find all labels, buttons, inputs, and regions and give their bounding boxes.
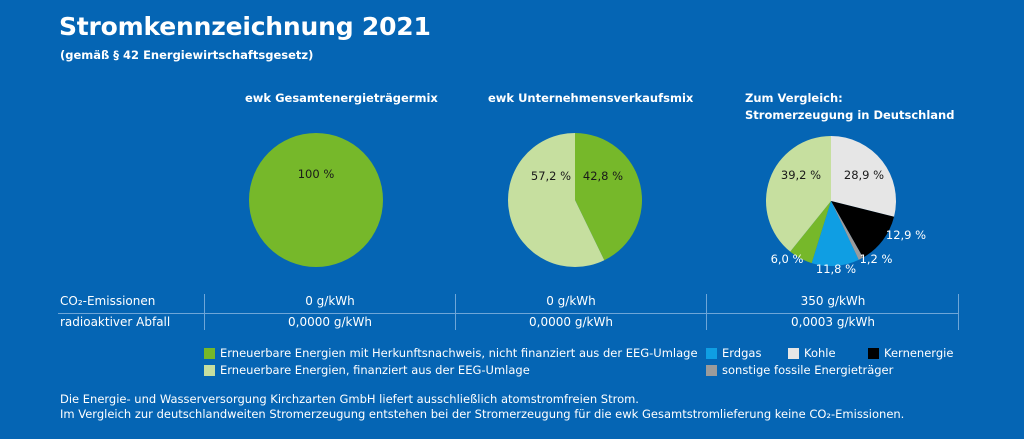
pie-slice-renewable_eeg	[766, 136, 831, 252]
table-col-separator	[958, 294, 959, 330]
legend-swatch	[788, 347, 799, 359]
pie-slice-label: 12,9 %	[886, 228, 926, 242]
pie-slice-label: 28,9 %	[844, 168, 884, 182]
pie-chart-1: 100 %	[249, 133, 383, 267]
footer-line-1: Die Energie- und Wasserversorgung Kirchz…	[60, 392, 639, 406]
legend-item-renewable-eeg: Erneuerbare Energien, finanziert aus der…	[204, 363, 530, 377]
legend-label: Erneuerbare Energien, finanziert aus der…	[220, 363, 530, 377]
legend-label: Kohle	[804, 346, 836, 360]
pie-slice-kernenergie	[831, 201, 895, 258]
cell-waste-verkauf: 0,0000 g/kWh	[529, 315, 613, 329]
legend-swatch	[204, 364, 215, 376]
legend-swatch	[204, 347, 215, 359]
table-col-separator	[204, 294, 205, 330]
legend-label: Kernenergie	[884, 346, 954, 360]
cell-waste-gesamt: 0,0000 g/kWh	[288, 315, 372, 329]
legend-item-kohle: Kohle	[788, 346, 836, 360]
chart-1-title: ewk Gesamtenergieträgermix	[245, 91, 438, 105]
pie-chart-2: 42,8 % 57,2 %	[508, 133, 643, 267]
pie-slice-label: 11,8 %	[816, 262, 856, 276]
chart-3-title-line2: Stromerzeugung in Deutschland	[745, 108, 955, 122]
legend-label: sonstige fossile Energieträger	[722, 363, 894, 377]
chart-3-title-line1: Zum Vergleich:	[745, 91, 843, 105]
cell-co2-gesamt: 0 g/kWh	[305, 294, 355, 308]
legend-item-renewable-hkn: Erneuerbare Energien mit Herkunftsnachwe…	[204, 346, 698, 360]
pie-slice-kohle	[831, 136, 896, 217]
legend-item-erdgas: Erdgas	[706, 346, 761, 360]
pie-slice-renewable_hkn	[790, 201, 831, 264]
cell-waste-deutschland: 0,0003 g/kWh	[791, 315, 875, 329]
pie-slice-erdgas	[811, 201, 859, 266]
legend-swatch	[706, 364, 717, 376]
cell-co2-deutschland: 350 g/kWh	[800, 294, 866, 308]
pie-slice-renewable_hkn	[575, 133, 643, 261]
pie-slice-renewable_hkn	[249, 133, 383, 267]
pie-chart-3: 28,9 % 12,9 % 1,2 % 11,8 % 6,0 % 39,2 %	[766, 136, 926, 276]
legend-swatch	[868, 347, 879, 359]
pie-slice-label: 42,8 %	[583, 169, 623, 183]
chart-3-title: Zum Vergleich: Stromerzeugung in Deutsch…	[745, 90, 954, 124]
cell-co2-verkauf: 0 g/kWh	[546, 294, 596, 308]
page-title: Stromkennzeichnung 2021	[59, 12, 431, 41]
row-label-co2: CO₂-Emissionen	[60, 294, 156, 308]
pie-slice-label: 6,0 %	[771, 252, 804, 266]
legend-swatch	[706, 347, 717, 359]
legend-label: Erdgas	[722, 346, 762, 360]
legend-item-fossil: sonstige fossile Energieträger	[706, 363, 893, 377]
chart-2-title: ewk Unternehmensverkaufsmix	[488, 91, 694, 105]
legend-item-kernenergie: Kernenergie	[868, 346, 953, 360]
legend-label: Erneuerbare Energien mit Herkunftsnachwe…	[220, 346, 698, 360]
pie-slice-fossil	[831, 201, 864, 260]
pie-slice-label: 39,2 %	[781, 168, 821, 182]
footer-line-2: Im Vergleich zur deutschlandweiten Strom…	[60, 407, 905, 421]
table-col-separator	[455, 294, 456, 330]
pie-slice-label: 100 %	[298, 167, 335, 181]
pie-charts: 100 % 42,8 % 57,2 % 28,9 % 12,9 % 1,2 % 11,8 %…	[249, 133, 926, 276]
row-label-waste: radioaktiver Abfall	[60, 315, 171, 329]
table-divider	[58, 313, 958, 314]
table-col-separator	[706, 294, 707, 330]
pie-slice-renewable_eeg	[508, 133, 605, 267]
pie-slice-label: 57,2 %	[531, 169, 571, 183]
pie-slice-label: 1,2 %	[860, 252, 893, 266]
page-subtitle: (gemäß § 42 Energiewirtschaftsgesetz)	[60, 48, 314, 62]
